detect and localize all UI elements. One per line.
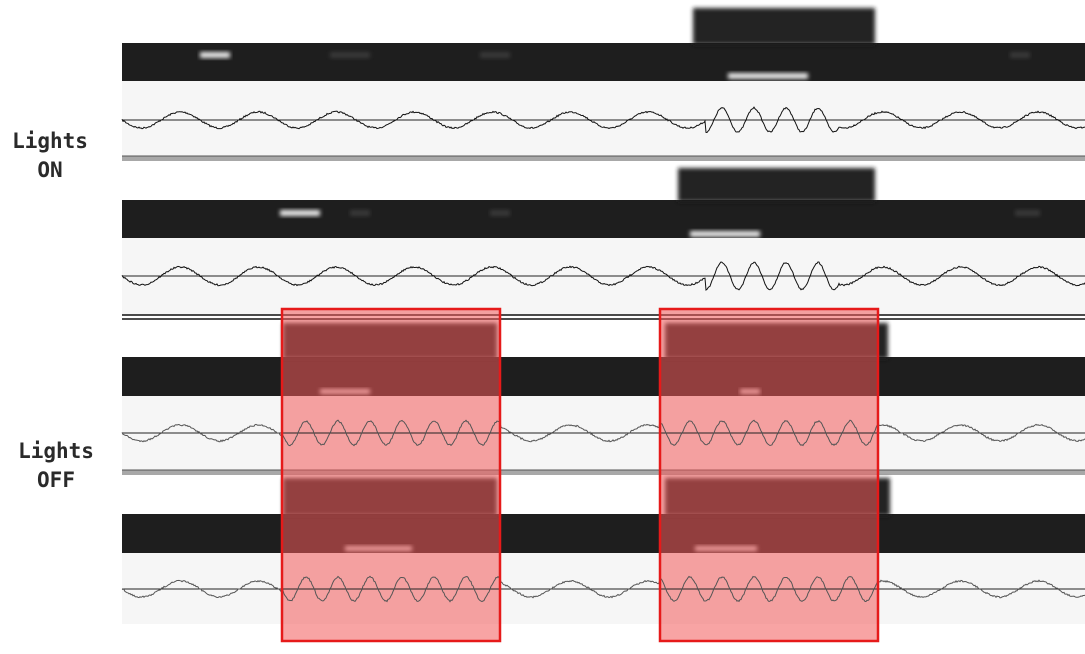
separator-3 [122,470,1085,475]
glow-2-5 [1015,210,1040,216]
separator-1 [122,156,1085,161]
waveform-2 [121,261,1085,291]
lights-off-label: Lights OFF [1,437,111,495]
highlight-region-fill-2 [660,309,878,641]
lights-on-label-line1: Lights [12,129,88,153]
glow-1-4 [480,52,510,58]
lights-off-label-line1: Lights [18,439,94,463]
glow-1-5 [1010,52,1030,58]
highlight-region-fill-1 [282,309,500,641]
dark-strip-3 [122,357,1085,396]
dark-strip-1 [122,43,1085,81]
glow-1-1 [728,73,808,79]
dark-strip-2 [122,200,1085,238]
glow-1-3 [330,52,370,58]
glow-2-4 [490,210,510,216]
waveform-1 [121,106,1085,134]
burst-block-2-1 [678,168,875,202]
glow-1-2 [200,52,230,58]
highlight-region-1 [280,307,502,643]
glow-2-2 [280,210,320,216]
lights-on-label-line2: ON [37,158,63,182]
dark-strip-4 [122,514,1085,553]
lights-off-label-line2: OFF [37,468,75,492]
burst-block-1-1 [693,8,875,45]
lights-on-label: Lights ON [0,127,105,185]
highlight-region-2 [658,307,880,643]
glow-2-1 [690,231,760,237]
signal-panel-1 [122,81,1085,156]
glow-2-3 [350,210,370,216]
